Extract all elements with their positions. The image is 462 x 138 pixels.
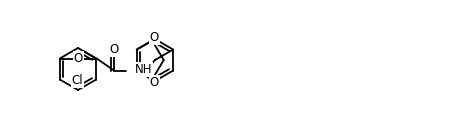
Text: O: O: [73, 52, 83, 65]
Text: O: O: [150, 76, 159, 89]
Text: Cl: Cl: [72, 74, 83, 87]
Text: O: O: [150, 31, 159, 44]
Text: O: O: [109, 43, 119, 56]
Text: NH: NH: [135, 63, 152, 76]
